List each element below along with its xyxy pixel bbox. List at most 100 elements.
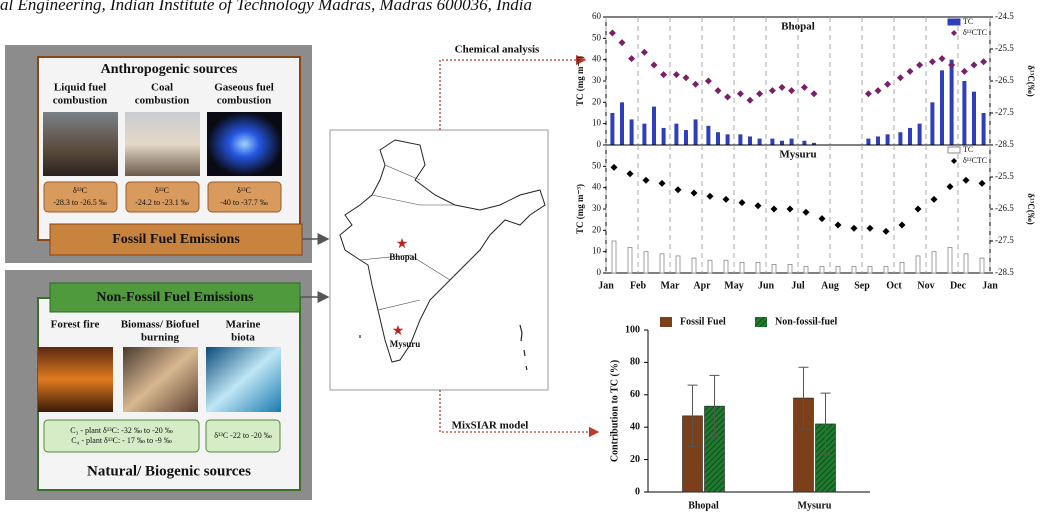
source-name: burning	[141, 332, 179, 344]
d13c-point	[818, 215, 826, 223]
range-value: C₃ - plant δ¹³C: -32 ‰ to -20 ‰	[70, 426, 172, 435]
y2-tick-label: -25.5	[995, 171, 1014, 181]
tc-bar	[972, 91, 976, 145]
legend-label: TC	[963, 17, 973, 26]
legend-label: TC	[963, 145, 973, 154]
d13c-point	[946, 183, 954, 191]
d13c-point	[930, 195, 938, 203]
fossil-label: Fossil Fuel Emissions	[112, 232, 240, 247]
source-image	[207, 112, 282, 176]
tc-bar	[652, 106, 656, 145]
legend-swatch	[951, 30, 957, 36]
error-bar	[687, 384, 698, 448]
x-tick-label: Nov	[917, 280, 934, 291]
tc-bar	[931, 251, 937, 274]
y-tick-label: 60	[592, 11, 602, 21]
tc-bar	[883, 266, 889, 274]
error-bar	[820, 392, 831, 456]
tc-bar	[707, 259, 713, 274]
x-tick-label: Mar	[661, 280, 680, 291]
tc-bar	[755, 261, 761, 274]
natural-title: Natural/ Biogenic sources	[87, 463, 251, 479]
range-value: -24.2 to -23.1 ‰	[135, 198, 189, 207]
tc-bar	[659, 253, 665, 274]
tc-bar	[885, 134, 890, 145]
d13c-point	[768, 87, 776, 95]
range-value: -28.3 to -26.5 ‰	[53, 198, 107, 207]
y2-tick-label: -27.5	[995, 235, 1014, 245]
y-tick-label: 10	[592, 246, 602, 256]
x-tick-label: Sep	[854, 280, 870, 291]
source-name: Gaseous fuel	[214, 82, 274, 94]
d13c-point	[626, 170, 634, 178]
x-tick-label: Apr	[693, 280, 711, 291]
source-image	[206, 347, 281, 412]
d13c-point	[674, 186, 682, 194]
tc-bar	[674, 123, 679, 145]
y-axis-title: Contribution to TC (%)	[609, 360, 620, 462]
source-name: Biomass/ Biofuel	[121, 319, 200, 331]
d13c-point	[658, 179, 666, 187]
d13c-point	[618, 39, 626, 47]
y2-tick-label: -25.5	[995, 43, 1014, 53]
y2-tick-label: -26.5	[995, 203, 1014, 213]
d13c-point	[704, 77, 712, 85]
y-tick-label: 20	[630, 454, 640, 465]
y2-tick-label: -24.5	[995, 11, 1014, 21]
d13c-point	[898, 221, 906, 229]
tc-bar	[706, 125, 711, 145]
non-fossil-label: Non-Fossil Fuel Emissions	[96, 290, 254, 305]
d13c-point	[980, 58, 988, 66]
range-box	[205, 419, 281, 453]
y-tick-label: 20	[592, 224, 602, 234]
source-image	[38, 347, 113, 412]
tc-bar	[693, 119, 698, 145]
y2-tick-label: -27.5	[995, 107, 1014, 117]
tc-bar	[866, 138, 871, 145]
tc-bar	[851, 266, 857, 274]
y-tick-label: 40	[630, 421, 640, 432]
y-tick-label: 40	[592, 182, 602, 192]
tc-bar	[835, 266, 841, 274]
tc-bar	[947, 246, 953, 274]
d13c-point	[882, 227, 890, 235]
range-value: δ¹³C -22 to -20 ‰	[214, 431, 271, 440]
d13c-point	[642, 176, 650, 184]
y-tick-label: 30	[592, 203, 602, 213]
city-label: Bhopal	[389, 252, 417, 262]
tc-bar	[803, 266, 809, 274]
city-label: Mysuru	[390, 339, 421, 349]
tc-bar	[930, 102, 935, 145]
tc-bar	[627, 246, 633, 274]
y-axis-title: TC (mg m⁻³)	[575, 184, 585, 234]
tc-bar	[962, 81, 967, 145]
range-label: δ¹³C	[155, 186, 169, 195]
tc-bar	[716, 132, 720, 145]
d13c-point	[948, 61, 956, 69]
tc-bar	[770, 138, 775, 145]
d13c-point	[914, 205, 922, 213]
d13c-point	[690, 189, 698, 197]
legend-swatch	[947, 146, 961, 154]
legend-swatch	[951, 158, 957, 164]
tc-bar	[748, 136, 752, 145]
tc-bar	[642, 123, 647, 145]
anthropogenic-title: Anthropogenic sources	[101, 62, 238, 77]
tc-bar	[819, 266, 825, 274]
tc-bar	[876, 136, 880, 145]
y-tick-label: 50	[592, 32, 602, 42]
range-label: δ¹³C	[73, 186, 87, 195]
header-text: al Engineering, Indian Institute of Tech…	[0, 0, 532, 14]
x-tick-label: Feb	[630, 280, 647, 291]
legend-swatch	[947, 18, 961, 26]
tc-bar	[610, 113, 615, 145]
d13c-point	[874, 87, 882, 95]
y2-tick-label: -28.5	[995, 139, 1014, 149]
source-name: combustion	[217, 95, 271, 107]
d13c-point	[756, 90, 764, 98]
error-bar	[798, 366, 809, 430]
d13c-point	[714, 87, 722, 95]
tc-bar	[780, 140, 784, 145]
tc-bar	[787, 264, 793, 274]
y-tick-label: 100	[625, 324, 640, 335]
